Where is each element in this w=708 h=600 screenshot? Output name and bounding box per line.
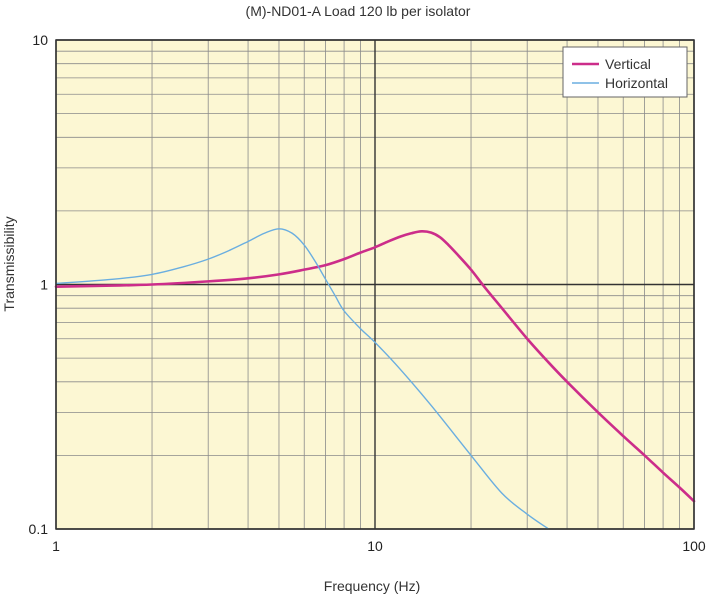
series-line-vertical (54, 230, 696, 503)
plot-frame (55, 39, 695, 530)
x-tick-label: 100 (682, 538, 706, 554)
x-tick-label: 10 (367, 538, 383, 554)
legend: Vertical Horizontal (562, 46, 688, 98)
chart-title: (M)-ND01-A Load 120 lb per isolator (246, 3, 471, 19)
y-tick-label: 1 (40, 277, 48, 293)
legend-box (562, 46, 688, 98)
x-tick-labels: 1 10 100 (52, 538, 706, 554)
x-tick-label: 1 (52, 538, 60, 554)
series-line-horizontal (55, 228, 550, 530)
y-tick-label: 10 (32, 32, 48, 48)
series-layer (54, 228, 696, 530)
y-tick-labels: 0.1 1 10 (29, 32, 49, 537)
y-tick-label: 0.1 (29, 521, 49, 537)
x-axis-label: Frequency (Hz) (324, 578, 420, 594)
legend-label-horizontal: Horizontal (605, 75, 668, 91)
legend-label-vertical: Vertical (605, 56, 651, 72)
y-axis-label: Transmissibility (1, 216, 17, 311)
